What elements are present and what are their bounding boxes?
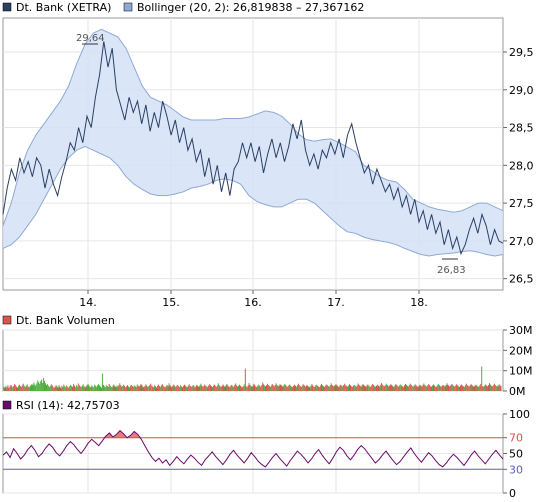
- volume-legend-swatch: [2, 315, 12, 325]
- price-y-axis: 26,5 27,0 27,5 28,0 28,5 29,0 29,5: [503, 46, 534, 286]
- date-x-axis: 14. 15. 16. 17. 18.: [79, 290, 428, 309]
- low-annotation: 26,83: [437, 258, 466, 276]
- rsi-y-axis: 0 30 50 70 100: [503, 408, 530, 500]
- low-label: 26,83: [437, 265, 466, 276]
- bollinger-lower-line: [2, 145, 504, 257]
- price-legend-swatch: [2, 2, 12, 12]
- date-tick-label: 17.: [327, 296, 345, 309]
- high-label: 29,64: [76, 33, 105, 44]
- rsi-y-tick-label: 70: [509, 432, 523, 445]
- price-y-tick-label: 27,0: [509, 235, 534, 248]
- volume-y-tick-label: 10M: [509, 365, 533, 378]
- volume-legend: Dt. Bank Volumen: [2, 314, 115, 327]
- price-legend: Dt. Bank (XETRA) Bollinger (20, 2): 26,8…: [2, 1, 364, 14]
- rsi-y-tick-label: 0: [509, 487, 516, 500]
- price-y-tick-label: 26,5: [509, 273, 534, 286]
- date-tick-label: 18.: [410, 296, 428, 309]
- price-y-tick-label: 29,0: [509, 84, 534, 97]
- high-annotation: 29,64: [76, 33, 105, 45]
- rsi-legend: RSI (14): 42,75703: [2, 399, 120, 412]
- price-y-tick-label: 28,5: [509, 122, 534, 135]
- bollinger-band-fill: [3, 29, 503, 256]
- volume-y-tick-label: 30M: [509, 324, 533, 337]
- rsi-y-tick-label: 50: [509, 448, 523, 461]
- price-panel: · · · · 29,64 26,83 26,527,027,528,028,5…: [2, 17, 534, 309]
- price-line: [2, 41, 504, 256]
- volume-bars: [3, 366, 502, 391]
- volume-y-axis: 0M 10M 20M 30M: [503, 324, 533, 398]
- price-y-tick-label: 29,5: [509, 46, 534, 59]
- price-legend-label: Dt. Bank (XETRA): [16, 1, 111, 14]
- rsi-legend-swatch: [2, 400, 12, 410]
- volume-panel: 0M 10M 20M 30M: [2, 324, 533, 398]
- bollinger-legend-label: Bollinger (20, 2): 26,819838 – 27,367162: [137, 1, 364, 14]
- rsi-y-tick-label: 30: [509, 463, 523, 476]
- date-tick-label: 16.: [244, 296, 262, 309]
- rsi-panel: 0 30 50 70 100: [2, 408, 530, 500]
- rsi-legend-label: RSI (14): 42,75703: [16, 399, 120, 412]
- bollinger-legend-swatch: [123, 2, 133, 12]
- price-y-tick-label: 27,5: [509, 197, 534, 210]
- bollinger-upper-line: [2, 28, 504, 226]
- volume-y-tick-label: 0M: [509, 385, 526, 398]
- rsi-y-tick-label: 100: [509, 408, 530, 421]
- volume-legend-label: Dt. Bank Volumen: [16, 314, 115, 327]
- price-y-tick-label: 28,0: [509, 159, 534, 172]
- volume-y-tick-label: 20M: [509, 344, 533, 357]
- date-tick-label: 15.: [162, 296, 180, 309]
- rsi-line: [2, 429, 504, 468]
- date-tick-label: 14.: [79, 296, 97, 309]
- rsi-overbought-fill: [102, 430, 142, 438]
